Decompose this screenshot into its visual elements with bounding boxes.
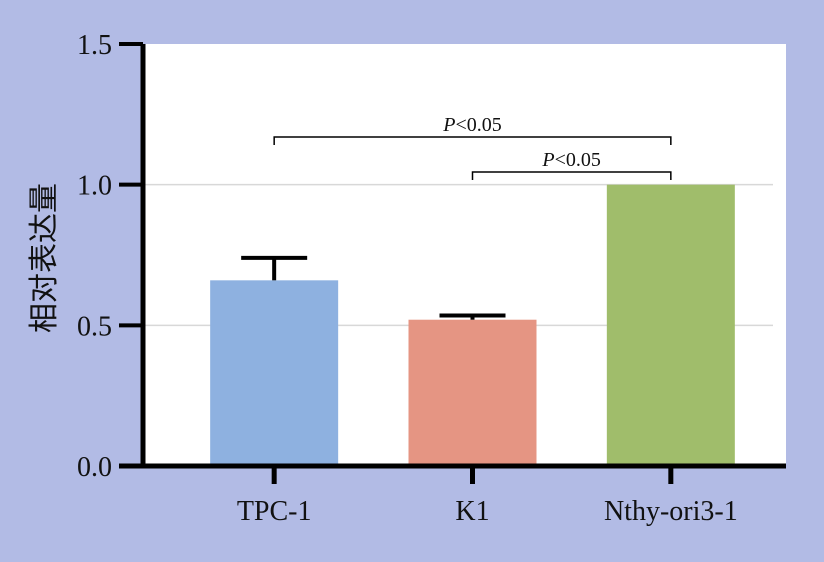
p-symbol: P: [442, 114, 455, 136]
y-axis-label: 相对表达量: [28, 183, 61, 333]
p-threshold: <0.05: [555, 149, 601, 171]
x-tick-label: TPC-1: [237, 496, 312, 527]
y-tick-label: 0.0: [77, 452, 112, 483]
axes: 0.0 0.5 1.0 1.5 TPC-1 K1 Nthy-ori3-1: [77, 30, 786, 527]
y-tick-label: 1.0: [77, 171, 112, 202]
bar-k1: [408, 319, 537, 466]
bar-tpc-1: [210, 280, 339, 466]
y-tick-label: 1.5: [77, 30, 112, 61]
significance-bracket: [471, 171, 672, 180]
significance-label: P<0.05: [442, 114, 502, 136]
bar-nthy-ori3-1: [606, 184, 735, 466]
significance-annotations: P<0.05P<0.05: [273, 114, 672, 180]
y-tick-label: 0.5: [77, 311, 112, 342]
significance-label: P<0.05: [541, 149, 601, 171]
x-tick-label: Nthy-ori3-1: [604, 496, 738, 527]
error-bars: [241, 255, 506, 320]
p-threshold: <0.05: [455, 114, 501, 136]
x-tick-label: K1: [455, 496, 489, 527]
significance-bracket: [273, 136, 672, 145]
p-symbol: P: [541, 149, 554, 171]
bars: [210, 184, 735, 466]
